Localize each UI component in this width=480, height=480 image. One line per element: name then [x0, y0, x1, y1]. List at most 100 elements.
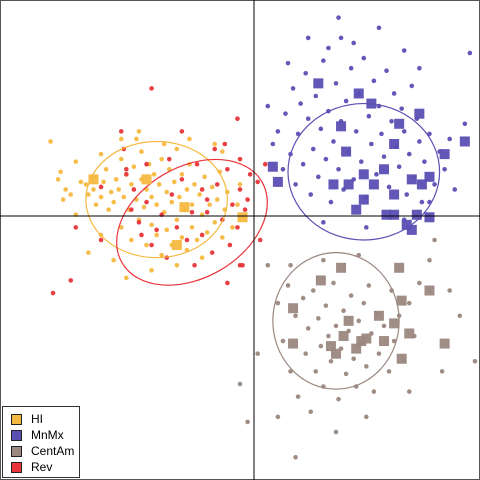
point-hi — [189, 202, 195, 207]
point-mnmx — [305, 116, 311, 122]
point-mnmx — [389, 118, 394, 124]
point-hi — [63, 187, 68, 192]
legend-label-hi: HI — [31, 412, 43, 426]
point-mnmx — [283, 111, 288, 116]
point-hi — [111, 199, 116, 205]
point-rev — [237, 187, 243, 192]
point-mnmx — [343, 98, 349, 104]
point-mnmx — [417, 65, 422, 71]
centroid-hi — [179, 202, 190, 213]
point-centam — [280, 338, 286, 344]
point-centam — [275, 414, 281, 420]
point-rev — [245, 197, 250, 202]
point-centam — [303, 351, 308, 356]
point-rev — [204, 209, 210, 215]
point-hi — [220, 149, 225, 154]
point-rev — [225, 166, 230, 172]
point-centam — [316, 316, 321, 321]
ellipse-mnmx — [287, 102, 441, 241]
centroid-mnmx — [368, 179, 379, 190]
point-hi — [91, 187, 96, 192]
point-hi — [58, 169, 63, 175]
point-mnmx — [326, 45, 331, 51]
centroid-centam — [325, 341, 336, 352]
legend: HI MnMx CentAm Rev — [2, 406, 80, 478]
centroid-centam — [389, 318, 400, 329]
point-hi — [141, 204, 147, 210]
point-mnmx — [404, 192, 410, 197]
ellipse-layer — [85, 102, 441, 390]
point-mnmx — [371, 78, 377, 84]
point-centam — [417, 280, 422, 286]
point-mnmx — [285, 60, 291, 66]
point-hi — [83, 182, 89, 187]
point-mnmx — [318, 126, 324, 132]
centroid-mnmx — [401, 219, 412, 230]
point-centam — [305, 326, 311, 331]
point-mnmx — [386, 184, 392, 190]
point-rev — [98, 237, 104, 243]
point-hi — [202, 174, 207, 180]
point-hi — [116, 187, 122, 192]
centroid-hi — [237, 212, 248, 223]
centroid-mnmx — [313, 78, 324, 89]
centroid-centam — [336, 262, 347, 273]
point-hi — [129, 182, 134, 187]
centroid-mnmx — [353, 88, 364, 99]
centroid-mnmx — [358, 169, 369, 180]
point-mnmx — [467, 50, 473, 56]
point-mnmx — [419, 199, 425, 205]
point-hi — [149, 268, 154, 273]
point-rev — [212, 146, 218, 152]
point-centam — [371, 389, 377, 394]
point-hi — [159, 156, 164, 162]
point-mnmx — [331, 139, 336, 144]
point-rev — [184, 237, 190, 243]
point-centam — [376, 351, 382, 356]
point-centam — [237, 381, 243, 387]
centroid-centam — [288, 338, 299, 349]
point-centam — [285, 283, 291, 288]
point-mnmx — [396, 164, 402, 170]
point-hi — [149, 194, 154, 200]
point-mnmx — [323, 156, 329, 162]
centroid-centam — [424, 285, 435, 296]
point-mnmx — [374, 172, 379, 177]
point-centam — [351, 356, 356, 362]
point-hi — [212, 141, 218, 147]
point-hi — [192, 182, 197, 187]
legend-swatch-rev — [11, 461, 22, 473]
point-rev — [174, 225, 180, 230]
point-rev — [255, 179, 260, 185]
point-hi — [48, 139, 53, 144]
legend-swatch-hi — [11, 413, 22, 425]
point-centam — [293, 313, 298, 319]
point-mnmx — [351, 40, 356, 46]
point-rev — [194, 161, 200, 167]
point-hi — [177, 194, 182, 200]
centroid-centam — [396, 295, 407, 306]
point-mnmx — [328, 199, 334, 205]
point-centam — [447, 288, 452, 293]
point-rev — [209, 250, 215, 255]
legend-item-mnmx: MnMx — [11, 427, 79, 443]
point-hi — [209, 184, 215, 190]
centroid-centam — [394, 262, 405, 273]
point-rev — [154, 227, 159, 233]
point-hi — [68, 192, 74, 197]
point-centam — [323, 303, 329, 308]
point-centam — [295, 394, 301, 399]
point-hi — [103, 166, 109, 172]
point-mnmx — [366, 113, 372, 119]
point-hi — [118, 225, 124, 230]
point-mnmx — [381, 154, 387, 159]
centroid-mnmx — [414, 108, 425, 119]
point-hi — [118, 136, 124, 142]
point-hi — [164, 227, 170, 233]
point-hi — [98, 194, 104, 200]
point-centam — [275, 300, 281, 306]
point-rev — [230, 202, 235, 207]
point-centam — [328, 358, 334, 364]
centroid-mnmx — [381, 209, 392, 220]
